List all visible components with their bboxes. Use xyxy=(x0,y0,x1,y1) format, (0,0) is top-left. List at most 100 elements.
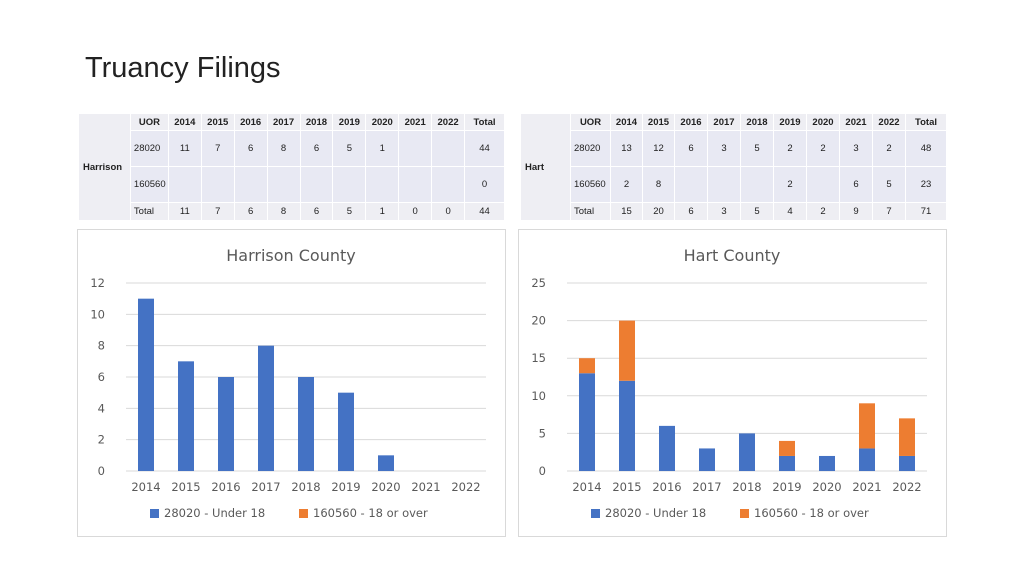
table-header-cell: 2015 xyxy=(642,113,675,131)
x-tick-label: 2020 xyxy=(371,480,400,494)
bar-18-or-over xyxy=(779,440,795,456)
harrison-chart-svg: Harrison County 0 2 4 6 8 10 12 2014 2015 2016 2017… xyxy=(90,246,486,520)
table-cell: 5 xyxy=(872,166,906,203)
table-cell: 1 xyxy=(365,202,400,221)
table-header-cell: UOR xyxy=(570,113,611,131)
table-cell: 8 xyxy=(266,130,301,167)
table-cell: 0 xyxy=(398,202,433,221)
table-cell: 28020 xyxy=(129,130,169,167)
table-cell: 28020 xyxy=(570,130,611,167)
table-cell: 1 xyxy=(365,130,400,167)
bar-under-18 xyxy=(659,425,675,471)
bar-18-or-over xyxy=(899,418,915,456)
bar-18-or-over xyxy=(859,403,875,449)
y-tick-label: 0 xyxy=(539,464,546,478)
harrison-uor-table: Harrison UOR 2014 2015 2016 2017 2018 20… xyxy=(78,113,505,221)
table-header-cell: 2022 xyxy=(431,113,466,131)
table-row: 160560 0 xyxy=(79,166,505,203)
y-tick-label: 10 xyxy=(90,307,105,321)
bar-under-18 xyxy=(819,455,835,471)
table-cell: 7 xyxy=(200,202,235,221)
table-cell: 13 xyxy=(610,130,643,167)
table-cell: 0 xyxy=(464,166,505,203)
table-cell: 23 xyxy=(905,166,947,203)
table-row: 28020 11 7 6 8 6 5 1 44 xyxy=(79,130,505,167)
table-cell: 3 xyxy=(839,130,873,167)
chart-title: Harrison County xyxy=(226,246,356,265)
table-cell: 6 xyxy=(233,130,268,167)
table-header-cell: Total xyxy=(905,113,947,131)
legend-swatch xyxy=(740,509,749,518)
table-cell xyxy=(332,166,367,203)
legend-label: 28020 - Under 18 xyxy=(605,506,706,520)
table-cell: 5 xyxy=(740,130,774,167)
table-cell xyxy=(740,166,774,203)
table-cell: 5 xyxy=(332,130,367,167)
table-cell: 160560 xyxy=(129,166,169,203)
x-tick-label: 2019 xyxy=(331,480,360,494)
bar-under-18 xyxy=(138,298,154,471)
table-cell: 6 xyxy=(233,202,268,221)
table-cell: 2 xyxy=(872,130,906,167)
x-tick-label: 2019 xyxy=(772,480,801,494)
table-row: 160560 2 8 2 6 5 23 xyxy=(521,166,947,203)
x-tick-label: 2021 xyxy=(411,480,440,494)
x-tick-label: 2022 xyxy=(892,480,921,494)
table-cell xyxy=(674,166,708,203)
hart-chart-svg: Hart County 0 5 10 15 20 25 2014 2015 2016 2017 201… xyxy=(531,246,927,520)
y-tick-label: 8 xyxy=(98,339,105,353)
table-cell: 6 xyxy=(674,130,708,167)
table-header-cell: 2016 xyxy=(233,113,268,131)
table-cell xyxy=(167,166,202,203)
table-header-cell: 2021 xyxy=(839,113,873,131)
table-cell: 5 xyxy=(740,202,774,221)
table-cell: 8 xyxy=(266,202,301,221)
bar-18-or-over xyxy=(579,358,595,374)
table-cell: 71 xyxy=(905,202,947,221)
table-cell: 6 xyxy=(299,130,334,167)
county-label: Harrison xyxy=(78,113,131,221)
table-cell xyxy=(431,130,466,167)
table-cell xyxy=(200,166,235,203)
x-tick-label: 2020 xyxy=(812,480,841,494)
bar-under-18 xyxy=(699,448,715,471)
y-tick-label: 20 xyxy=(531,314,546,328)
table-cell xyxy=(398,166,433,203)
x-tick-label: 2017 xyxy=(692,480,721,494)
bar-under-18 xyxy=(178,361,194,471)
table-cell xyxy=(398,130,433,167)
table-header-cell: 2022 xyxy=(872,113,906,131)
y-tick-label: 15 xyxy=(531,351,546,365)
table-cell: 3 xyxy=(707,202,741,221)
table-cell: 0 xyxy=(431,202,466,221)
table-header-cell: Total xyxy=(464,113,505,131)
x-tick-label: 2015 xyxy=(612,480,641,494)
legend-label: 160560 - 18 or over xyxy=(754,506,869,520)
table-cell: 8 xyxy=(642,166,675,203)
x-tick-label: 2014 xyxy=(572,480,601,494)
table-cell xyxy=(707,166,741,203)
y-tick-label: 12 xyxy=(90,276,105,290)
table-cell: 2 xyxy=(806,130,840,167)
table-cell xyxy=(233,166,268,203)
bar-under-18 xyxy=(258,345,274,471)
table-cell: 44 xyxy=(464,130,505,167)
table-cell: 6 xyxy=(299,202,334,221)
table-cell: Total xyxy=(570,202,611,221)
table-cell xyxy=(431,166,466,203)
table-header-cell: 2019 xyxy=(332,113,367,131)
x-tick-label: 2021 xyxy=(852,480,881,494)
y-tick-label: 6 xyxy=(98,370,105,384)
table-header-cell: 2016 xyxy=(674,113,708,131)
table-cell: 5 xyxy=(332,202,367,221)
table-cell xyxy=(365,166,400,203)
legend-label: 160560 - 18 or over xyxy=(313,506,428,520)
x-tick-label: 2016 xyxy=(211,480,240,494)
y-tick-label: 4 xyxy=(98,401,105,415)
legend-label: 28020 - Under 18 xyxy=(164,506,265,520)
table-cell: 160560 xyxy=(570,166,611,203)
chart-title: Hart County xyxy=(684,246,781,265)
y-tick-label: 10 xyxy=(531,389,546,403)
y-tick-label: 0 xyxy=(98,464,105,478)
bar-under-18 xyxy=(779,455,795,471)
